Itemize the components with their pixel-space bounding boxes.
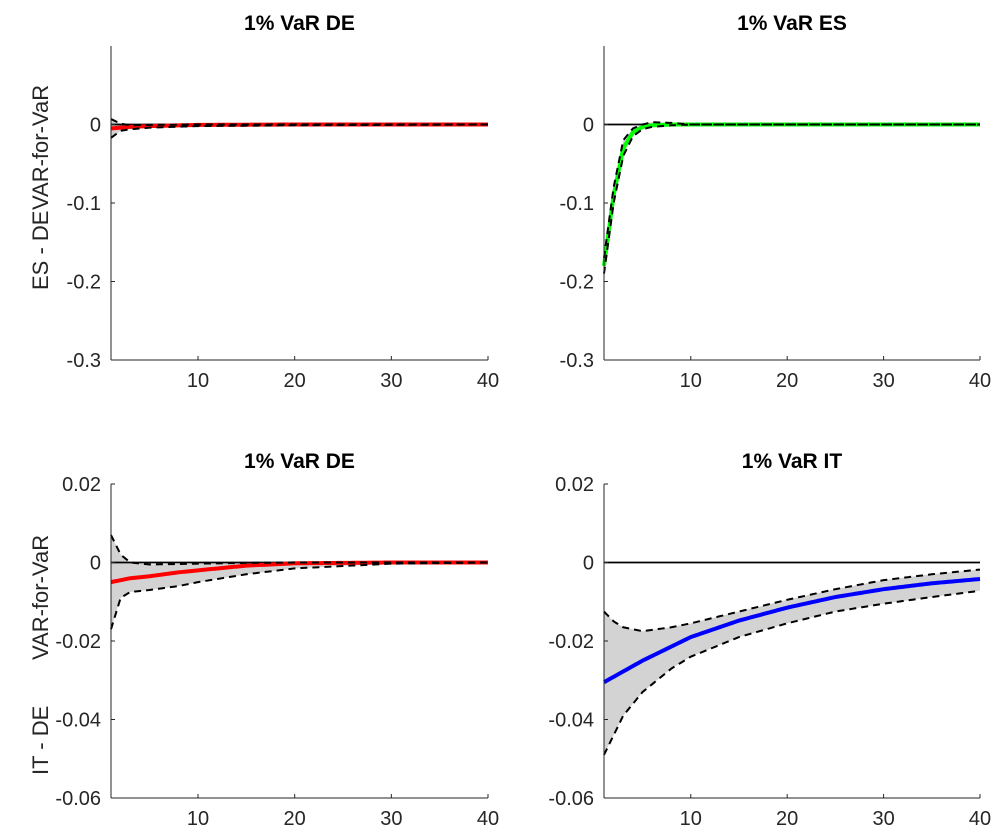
panel-bottom-right: 1% VaR IT 10 20 30 40 -0.06 -0.04 -0.02 0 0.02 — [548, 450, 991, 830]
row-label-2-line2: VAR-for-VaR — [28, 535, 53, 660]
row-label-2-line1: IT - DE — [28, 706, 53, 775]
y-tick-label: 0 — [583, 553, 594, 575]
x-tick-label: 30 — [380, 370, 402, 392]
y-tick-label: 0 — [90, 115, 101, 137]
y-tick-label: -0.04 — [548, 710, 594, 732]
panel-title: 1% VaR DE — [244, 12, 355, 35]
x-tick-label: 40 — [477, 370, 499, 392]
y-tick-label: -0.06 — [548, 788, 594, 810]
x-tick-label: 30 — [872, 808, 894, 830]
x-tick-label: 30 — [380, 808, 402, 830]
x-tick-label: 20 — [284, 370, 306, 392]
x-tick-label: 10 — [187, 808, 209, 830]
panel-bottom-left: 1% VaR DE 10 20 30 40 -0.06 -0.04 -0.02 0 0.02 — [55, 450, 499, 830]
panel-title: 1% VaR ES — [737, 12, 847, 35]
y-tick-label: -0.2 — [67, 272, 101, 294]
y-tick-label: -0.2 — [560, 272, 594, 294]
x-tick-label: 20 — [776, 808, 798, 830]
y-tick-label: -0.02 — [55, 631, 101, 653]
x-tick-label: 10 — [187, 370, 209, 392]
row-label-1-line2: VAR-for-VaR — [28, 85, 53, 210]
x-tick-label: 10 — [680, 370, 702, 392]
y-tick-label: -0.1 — [67, 193, 101, 215]
row-label-1-line1: ES - DE — [28, 211, 53, 290]
series-lower-bound-line — [110, 561, 489, 630]
y-tick-label: 0 — [90, 553, 101, 575]
x-tick-label: 30 — [872, 370, 894, 392]
x-tick-label: 20 — [776, 370, 798, 392]
x-tick-label: 10 — [680, 808, 702, 830]
panel-top-right: 1% VaR ES 10 20 30 40 -0.3 -0.2 -0.1 0 — [560, 12, 992, 392]
x-tick-label: 40 — [969, 370, 991, 392]
y-tick-label: -0.3 — [67, 350, 101, 372]
series-median-line — [603, 576, 981, 684]
y-tick-label: -0.02 — [548, 631, 594, 653]
series-upper-bound-line — [603, 568, 981, 633]
series-lower-bound-line — [603, 589, 981, 756]
x-tick-label: 40 — [477, 808, 499, 830]
x-tick-label: 40 — [969, 808, 991, 830]
series-lower-bound-line — [603, 123, 980, 274]
confidence-band — [111, 535, 488, 630]
y-tick-label: -0.04 — [55, 710, 101, 732]
y-tick-label: 0 — [583, 115, 594, 137]
y-tick-label: -0.1 — [560, 193, 594, 215]
y-tick-label: -0.3 — [560, 350, 594, 372]
panel-top-left: 1% VaR DE 10 20 30 40 -0.3 -0.2 -0.1 0 — [67, 12, 500, 392]
panel-title: 1% VaR DE — [244, 450, 355, 473]
y-tick-label: -0.06 — [55, 788, 101, 810]
y-tick-label: 0.02 — [555, 474, 594, 496]
y-tick-label: 0.02 — [62, 474, 101, 496]
panel-title: 1% VaR IT — [742, 450, 843, 473]
x-tick-label: 20 — [284, 808, 306, 830]
series-lower-bound-line — [110, 123, 489, 139]
